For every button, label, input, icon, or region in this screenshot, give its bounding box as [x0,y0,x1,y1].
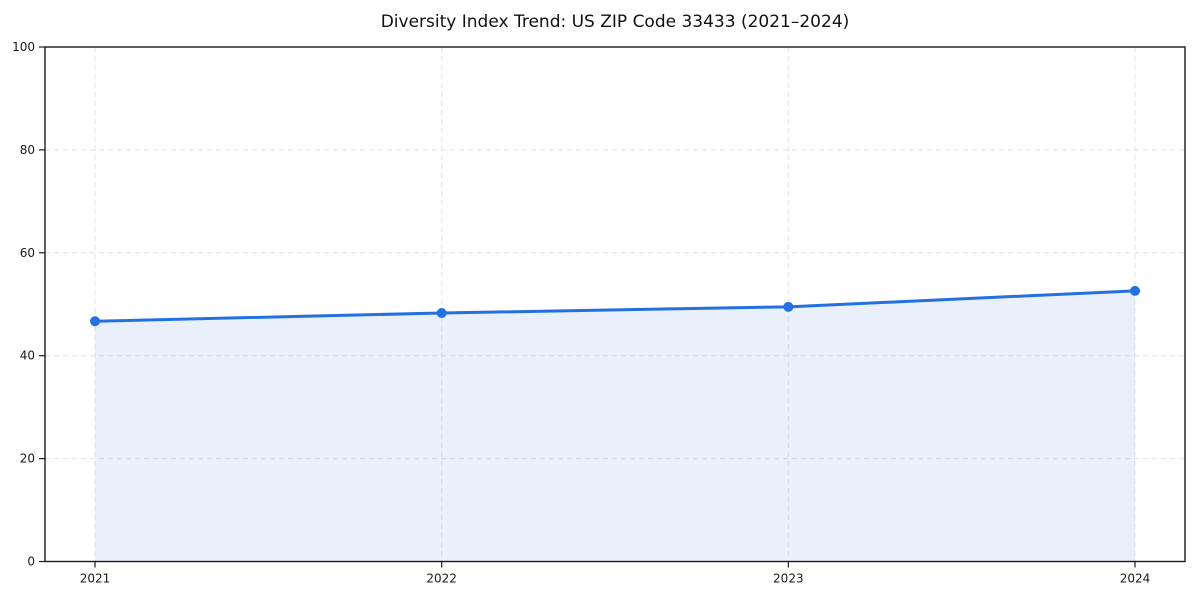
y-tick-label: 60 [20,246,35,260]
plot-border [44,46,1186,563]
x-tick-label: 2023 [773,572,804,586]
data-point-marker [1130,285,1140,296]
x-tick-label: 2021 [80,572,111,586]
y-tick-label: 20 [20,452,35,466]
x-tick-label: 2024 [1120,572,1151,586]
chart-title: Diversity Index Trend: US ZIP Code 33433… [380,12,850,32]
data-point-marker [783,301,794,312]
trend-line [93,289,1137,323]
x-tick-label: 2022 [426,572,457,586]
area-fill [95,290,1135,562]
data-point-marker [90,316,100,327]
y-tick-label: 0 [27,555,35,569]
data-point-marker [436,307,447,318]
y-tick-label: 40 [20,349,35,363]
y-tick-label: 80 [20,143,35,157]
y-tick-label: 100 [12,40,35,54]
